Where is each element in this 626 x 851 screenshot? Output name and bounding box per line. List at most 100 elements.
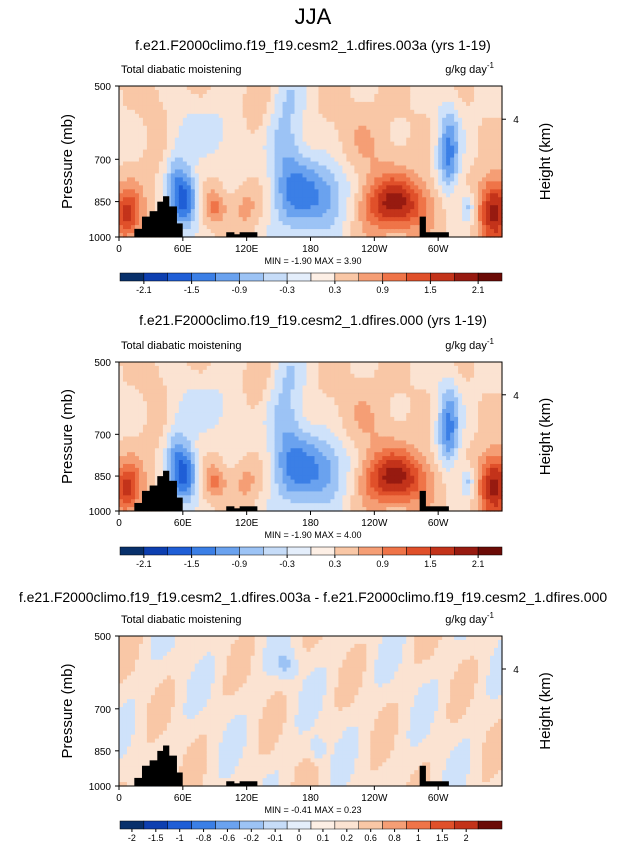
heatmap-cell [162,117,168,123]
heatmap-cell [374,173,379,178]
heatmap-cell [210,405,216,410]
heatmap-cell [358,165,363,171]
heatmap-cell [494,137,499,143]
heatmap-cell [134,105,140,111]
heatmap-cell [146,205,152,210]
heatmap-cell [242,225,248,230]
heatmap-cell [334,149,340,155]
heatmap-cell [346,157,351,163]
heatmap-cell [154,369,160,375]
heatmap-cell [222,471,228,477]
heatmap-cell [206,471,212,477]
heatmap-cell [298,201,304,206]
heatmap-cell [174,440,180,445]
heatmap-cell [122,225,128,230]
heatmap-cell [218,101,224,107]
heatmap-cell [490,217,495,222]
heatmap-cell [302,185,308,190]
heatmap-cell [346,205,351,210]
heatmap-cell [286,221,292,226]
heatmap-cell [286,89,292,95]
heatmap-cell [214,153,220,159]
heatmap-cell [214,209,220,214]
heatmap-cell [270,161,276,167]
heatmap-cell [242,503,248,508]
heatmap-cell [298,125,304,131]
heatmap-cell [218,369,224,375]
heatmap-cell [378,225,383,230]
heatmap-cell [242,362,248,367]
heatmap-cell [202,229,208,234]
heatmap-cell [398,173,403,178]
heatmap-cell [202,463,208,469]
heatmap-cell [346,229,351,234]
heatmap-cell [119,213,124,218]
heatmap-cell [146,479,152,485]
heatmap-cell [326,141,332,147]
colorbar-tick-label: 0.9 [376,285,389,295]
colorbar-swatch [310,272,336,282]
heatmap-cell [119,177,124,182]
heatmap-cell [182,193,188,198]
heatmap-cell [446,133,451,139]
heatmap-cell [119,507,124,512]
heatmap-cell [318,137,324,143]
heatmap-cell [138,385,144,391]
heatmap-cell [322,197,328,202]
heatmap-cell [470,185,475,190]
heatmap-cell [250,117,256,123]
heatmap-cell [434,169,439,175]
heatmap-cell [302,125,308,131]
heatmap-cell [134,452,140,457]
heatmap-cell [378,109,383,115]
heatmap-cell [154,161,160,167]
heatmap-cell [234,452,240,457]
heatmap-cell [262,133,268,139]
heatmap-cell [122,369,128,375]
heatmap-cell [378,221,383,226]
heatmap-cell [390,189,395,194]
heatmap-cell [442,165,447,171]
heatmap-cell [190,121,196,127]
heatmap-cell [374,225,379,230]
heatmap-cell [182,373,188,379]
heatmap-cell [406,189,411,194]
heatmap-cell [134,377,140,383]
heatmap-cell [454,133,459,139]
heatmap-cell [274,181,280,186]
heatmap-cell [122,89,128,95]
heatmap-cell [298,197,304,202]
heatmap-cell [454,209,459,214]
heatmap-cell [458,141,463,147]
heatmap-cell [202,467,208,473]
heatmap-cell [322,161,328,167]
heatmap-cell [354,189,359,194]
heatmap-cell [178,177,184,182]
heatmap-cell [446,153,451,159]
heatmap-cell [158,165,164,171]
heatmap-cell [194,145,200,151]
heatmap-cell [374,121,379,127]
heatmap-cell [478,173,483,178]
heatmap-cell [182,416,188,422]
heatmap-cell [126,109,132,115]
heatmap-cell [154,460,160,465]
heatmap-cell [182,189,188,194]
heatmap-cell [270,129,276,135]
heatmap-cell [254,157,260,163]
heatmap-cell [466,201,471,206]
heatmap-cell [474,157,479,163]
heatmap-cell [214,86,220,91]
heatmap-cell [430,205,435,210]
heatmap-cell [418,141,423,147]
heatmap-cell [278,121,284,127]
heatmap-cell [230,381,236,387]
heatmap-cell [246,479,252,485]
heatmap-cell [230,448,236,453]
heatmap-cell [254,189,260,194]
heatmap-cell [438,89,443,95]
heatmap-cell [494,129,499,135]
heatmap-cell [182,201,188,206]
heatmap-cell [366,97,371,103]
heatmap-cell [374,145,379,151]
